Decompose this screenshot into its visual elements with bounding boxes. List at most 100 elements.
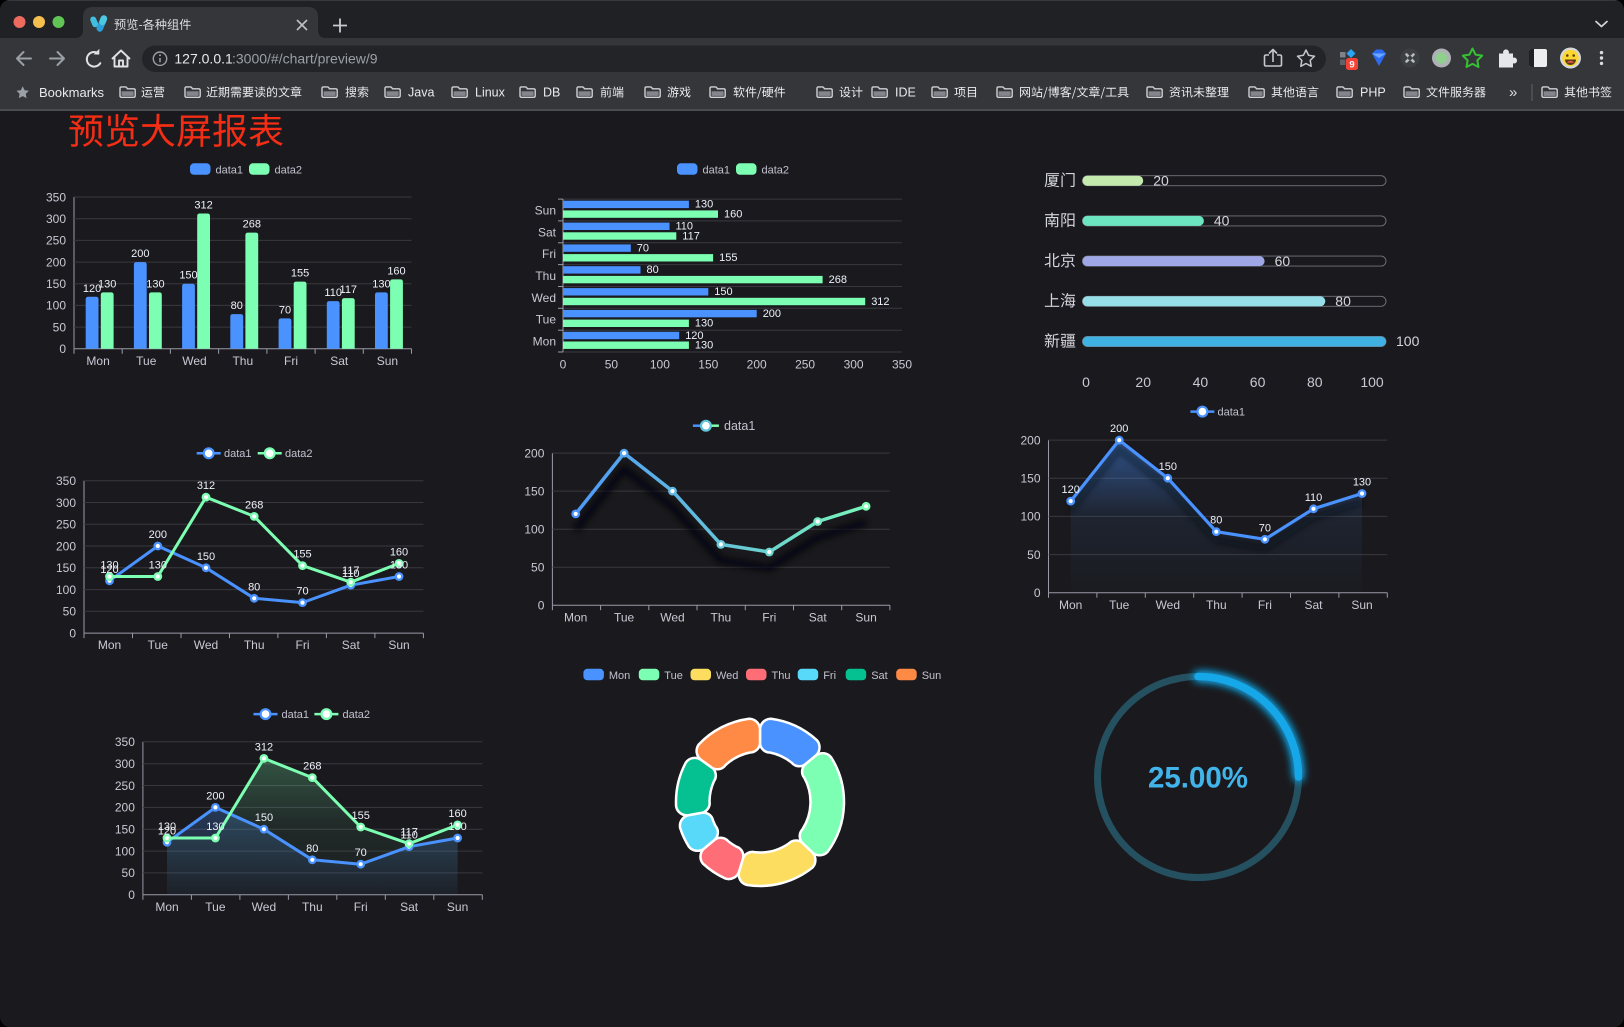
- svg-text:Tue: Tue: [614, 611, 635, 625]
- svg-text:Thu: Thu: [772, 670, 791, 682]
- svg-text:120: 120: [1062, 484, 1080, 496]
- svg-text:100: 100: [524, 523, 544, 537]
- svg-text:250: 250: [115, 779, 135, 793]
- svg-text:data1: data1: [703, 165, 731, 177]
- svg-text:70: 70: [296, 586, 308, 598]
- svg-text:155: 155: [293, 549, 311, 561]
- svg-text:Sun: Sun: [447, 900, 468, 914]
- svg-text:50: 50: [53, 320, 67, 334]
- svg-text:130: 130: [149, 560, 167, 572]
- svg-text:130: 130: [100, 560, 118, 572]
- svg-text:Sat: Sat: [809, 611, 828, 625]
- svg-text:Tue: Tue: [664, 670, 683, 682]
- svg-text:200: 200: [1110, 423, 1128, 435]
- svg-text:70: 70: [279, 304, 291, 316]
- svg-text:350: 350: [46, 190, 66, 204]
- svg-text:0: 0: [69, 626, 76, 640]
- svg-text:150: 150: [197, 551, 215, 563]
- svg-text:100: 100: [650, 358, 670, 372]
- svg-text:Java: Java: [408, 86, 434, 100]
- svg-text:250: 250: [56, 518, 76, 532]
- svg-text:Wed: Wed: [1156, 598, 1180, 612]
- svg-text:350: 350: [115, 735, 135, 749]
- svg-text:150: 150: [255, 812, 273, 824]
- svg-text:Sat: Sat: [400, 900, 419, 914]
- svg-text:268: 268: [243, 219, 261, 231]
- svg-text:Bookmarks: Bookmarks: [39, 85, 105, 100]
- svg-text:25.00%: 25.00%: [1148, 762, 1248, 795]
- svg-text:Wed: Wed: [194, 638, 218, 652]
- svg-text:127.0.0.1: 127.0.0.1: [174, 50, 233, 66]
- svg-text:0: 0: [560, 358, 567, 372]
- svg-text:Sat: Sat: [538, 225, 557, 239]
- svg-text:130: 130: [695, 199, 713, 211]
- svg-text:70: 70: [355, 847, 367, 859]
- svg-text:200: 200: [524, 446, 544, 460]
- svg-text:160: 160: [724, 208, 742, 220]
- svg-text:Thu: Thu: [711, 611, 732, 625]
- svg-text:Wed: Wed: [252, 900, 276, 914]
- svg-text:117: 117: [400, 827, 418, 839]
- svg-text:data1: data1: [1218, 406, 1246, 418]
- svg-text:50: 50: [1027, 548, 1041, 562]
- svg-text:Mon: Mon: [1059, 598, 1082, 612]
- svg-text:150: 150: [714, 286, 732, 298]
- svg-text:9: 9: [1349, 60, 1354, 71]
- svg-text:160: 160: [387, 265, 405, 277]
- svg-text:DB: DB: [543, 86, 560, 100]
- svg-text:120: 120: [83, 283, 101, 295]
- svg-text:Tue: Tue: [205, 900, 226, 914]
- svg-text:80: 80: [1307, 374, 1323, 390]
- svg-text:200: 200: [1020, 433, 1040, 447]
- svg-text:80: 80: [647, 264, 659, 276]
- svg-text:300: 300: [844, 358, 864, 372]
- svg-text:Sat: Sat: [871, 670, 888, 682]
- svg-text:Fri: Fri: [823, 670, 836, 682]
- svg-text:Sun: Sun: [535, 203, 556, 217]
- svg-text:250: 250: [46, 234, 66, 248]
- svg-text:Mon: Mon: [564, 611, 587, 625]
- svg-text:300: 300: [46, 212, 66, 226]
- svg-text:200: 200: [206, 790, 224, 802]
- svg-text:312: 312: [255, 741, 273, 753]
- svg-text:150: 150: [1159, 461, 1177, 473]
- svg-text:Thu: Thu: [1206, 598, 1227, 612]
- svg-text:200: 200: [149, 529, 167, 541]
- svg-text:Fri: Fri: [284, 354, 298, 368]
- svg-text:268: 268: [829, 274, 847, 286]
- svg-text:150: 150: [56, 561, 76, 575]
- svg-text:100: 100: [46, 299, 66, 313]
- svg-text:Wed: Wed: [660, 611, 684, 625]
- svg-text:PHP: PHP: [1360, 86, 1386, 100]
- svg-text:Fri: Fri: [1258, 598, 1272, 612]
- svg-text:200: 200: [115, 801, 135, 815]
- svg-text:300: 300: [115, 757, 135, 771]
- svg-text:data1: data1: [224, 448, 252, 460]
- svg-text:data1: data1: [724, 419, 755, 433]
- svg-text:130: 130: [448, 821, 466, 833]
- svg-text:130: 130: [158, 821, 176, 833]
- svg-text:117: 117: [342, 565, 360, 577]
- svg-text:50: 50: [63, 605, 77, 619]
- svg-text:130: 130: [1353, 477, 1371, 489]
- svg-text:100: 100: [1396, 333, 1420, 349]
- svg-text:130: 130: [372, 278, 390, 290]
- svg-text:80: 80: [306, 843, 318, 855]
- svg-text:Fri: Fri: [542, 247, 556, 261]
- svg-text:312: 312: [197, 480, 215, 492]
- svg-text:350: 350: [56, 474, 76, 488]
- svg-text:150: 150: [1020, 472, 1040, 486]
- svg-text:70: 70: [1259, 522, 1271, 534]
- svg-text:50: 50: [605, 358, 619, 372]
- svg-text:»: »: [1509, 84, 1517, 101]
- svg-text:80: 80: [231, 300, 243, 312]
- svg-text:150: 150: [179, 270, 197, 282]
- svg-text:150: 150: [524, 484, 544, 498]
- svg-text:40: 40: [1214, 213, 1230, 229]
- svg-text:data2: data2: [275, 165, 303, 177]
- svg-text:130: 130: [695, 318, 713, 330]
- svg-text:155: 155: [352, 810, 370, 822]
- svg-text:80: 80: [248, 581, 260, 593]
- svg-text:Thu: Thu: [232, 354, 253, 368]
- svg-text:0: 0: [59, 342, 66, 356]
